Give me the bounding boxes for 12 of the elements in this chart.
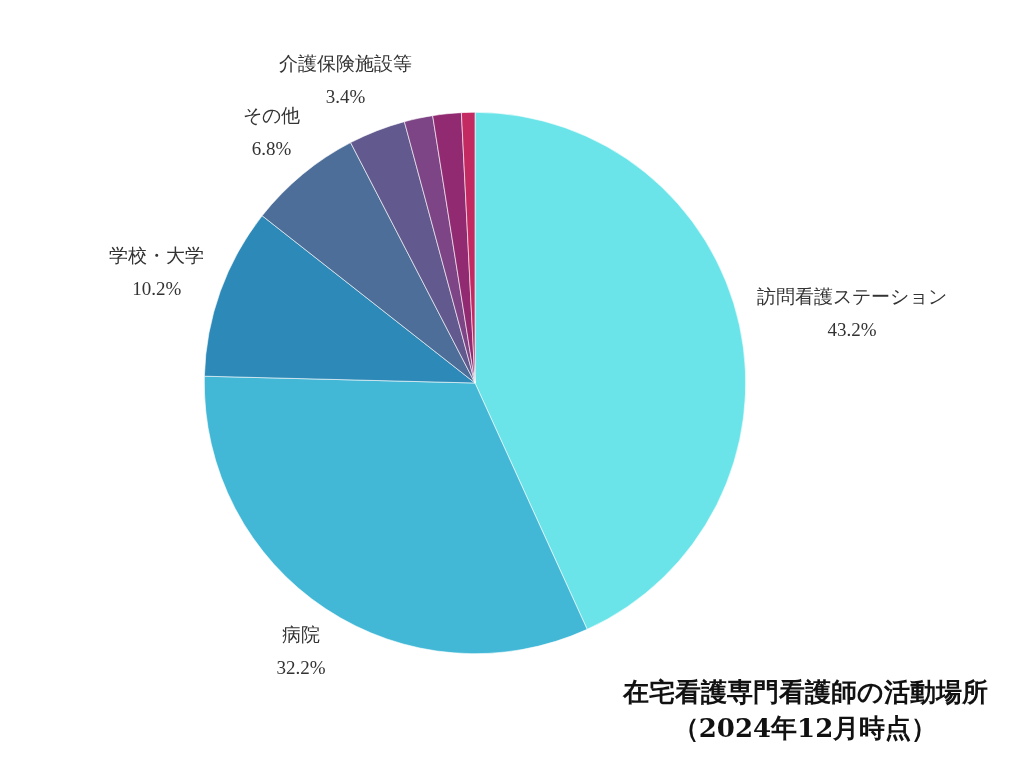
slice-label: 訪問看護ステーション: [756, 285, 947, 307]
slice-label: その他: [243, 105, 301, 127]
text: 在宅看護専門看護師の活動場所: [621, 676, 989, 709]
data-label: 32.2%: [276, 657, 326, 679]
data-label: 43.2%: [827, 318, 877, 340]
slice-label: 病院: [282, 624, 321, 646]
text: （2024年12月時点）: [671, 712, 939, 745]
data-label: 6.8%: [251, 138, 292, 160]
data-label: 3.4%: [325, 85, 366, 107]
slice-label: 学校・大学: [109, 244, 205, 266]
slice-label: 介護保険施設等: [279, 52, 413, 74]
data-label: 10.2%: [132, 277, 182, 299]
